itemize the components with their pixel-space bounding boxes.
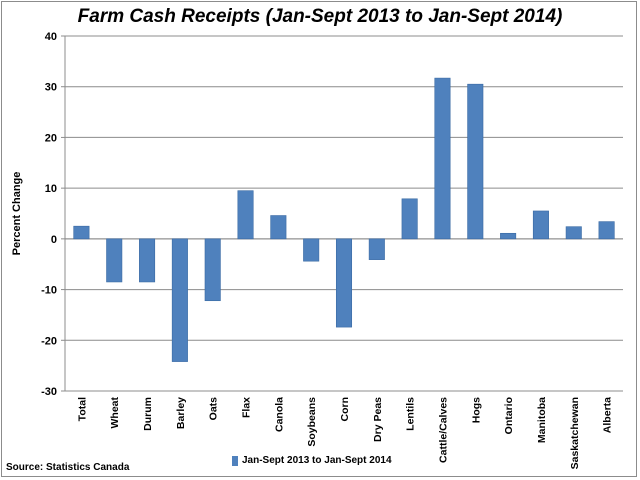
bar-dry-peas [368,238,385,260]
bar-hogs [467,83,484,240]
y-tick-label: 40 [45,31,57,43]
x-tick-label: Lentils [405,397,417,431]
chart-title: Farm Cash Receipts (Jan-Sept 2013 to Jan… [77,6,563,27]
bar-ontario [500,232,517,240]
y-axis-label: Percent Change [11,172,23,256]
bar-barley [171,238,188,362]
bar-manitoba [532,210,549,240]
y-tick-label: -30 [41,386,57,398]
bar-alberta [598,221,615,240]
y-tick-label: 20 [45,132,57,144]
bar-saskatchewan [565,226,582,240]
bar-canola [270,215,287,240]
x-tick-label: Wheat [109,396,121,428]
x-tick-label: Total [76,397,88,421]
y-tick-label: -10 [41,285,57,297]
labels-layer: 40 30 20 10 0 -10 -20 -30 Percent Change Total Whe… [11,31,614,469]
bar-oats [204,238,221,302]
bar-flax [237,190,254,240]
x-tick-label: Soybeans [306,397,318,447]
bars-layer [73,77,615,362]
x-tick-label: Canola [273,397,285,432]
x-tick-label: Alberta [602,397,614,433]
bar-lentils [401,198,418,240]
bar-durum [139,238,156,283]
x-tick-label: Corn [339,397,351,422]
bar-wheat [106,238,123,283]
x-tick-label: Durum [142,397,154,431]
source-note: Source: Statistics Canada [6,462,130,473]
bar-total [73,225,90,240]
y-tick-label: 30 [45,82,57,94]
x-tick-label: Manitoba [536,397,548,443]
x-tick-label: Cattle/Calves [437,397,449,463]
x-tick-label: Ontario [503,397,515,434]
x-tick-label: Barley [175,397,187,429]
x-tick-label: Oats [208,397,220,421]
y-tick-label: -20 [41,335,57,347]
chart-legend: Jan-Sept 2013 to Jan-Sept 2014 [232,455,392,466]
x-tick-label: Saskatchewan [569,397,581,469]
x-tick-label: Dry Peas [372,397,384,442]
y-tick-label: 0 [51,234,57,246]
y-tick-label: 10 [45,183,57,195]
legend-label: Jan-Sept 2013 to Jan-Sept 2014 [242,455,392,466]
x-tick-label: Flax [241,397,253,418]
bar-cattle-calves [434,77,451,240]
bar-corn [335,238,353,328]
bar-soybeans [303,238,320,262]
x-tick-label: Hogs [470,397,482,423]
legend-swatch [232,455,238,466]
